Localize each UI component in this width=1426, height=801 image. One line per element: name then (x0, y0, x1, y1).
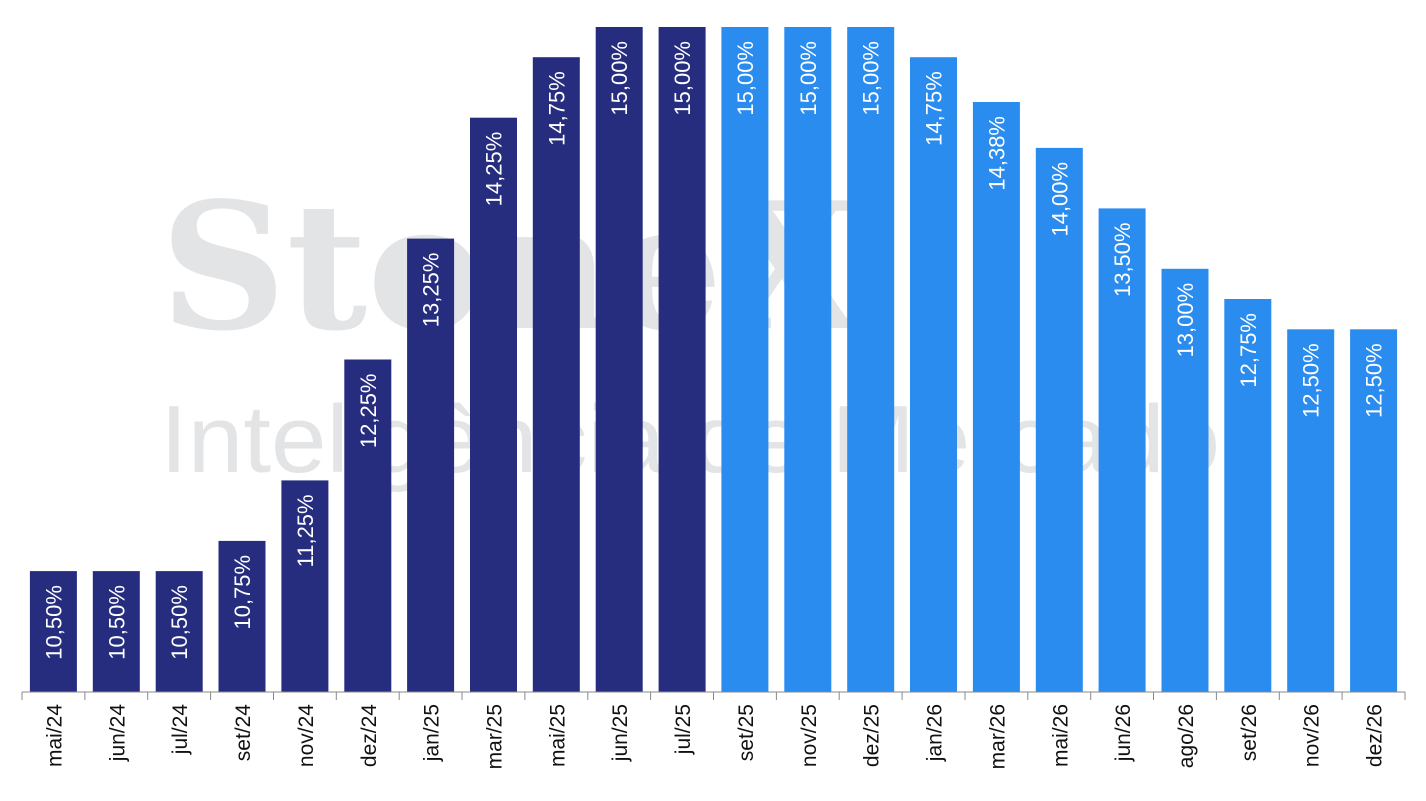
x-ticks-group (21, 692, 1406, 700)
bar-set-25 (721, 27, 769, 692)
bar-value-label: 10,50% (41, 585, 66, 660)
x-tick-label: jun/24 (106, 704, 129, 763)
x-tick-label: dez/24 (358, 704, 381, 767)
bar-value-label: 11,25% (293, 494, 318, 567)
bar-value-label: 12,25% (356, 374, 381, 449)
bars-group (29, 27, 1398, 692)
x-tick-label: nov/26 (1301, 704, 1324, 767)
x-tick-label: mar/25 (484, 704, 507, 769)
bar-mar-26 (972, 102, 1020, 692)
bar-jul-25 (658, 27, 706, 692)
bar-jun-24 (92, 571, 140, 692)
bar-jun-26 (1098, 208, 1146, 692)
bar-dez-25 (847, 27, 895, 692)
bar-set-26 (1224, 299, 1272, 692)
x-tick-label: mar/26 (986, 704, 1009, 769)
x-tick-label: set/24 (232, 704, 255, 762)
bar-value-label: 10,50% (104, 585, 129, 660)
bar-dez-24 (344, 359, 392, 692)
bar-nov-24 (281, 480, 329, 692)
x-tick-label: dez/25 (861, 704, 884, 767)
bar-mai-25 (532, 57, 580, 692)
x-tick-label: nov/25 (798, 704, 821, 767)
bar-value-label: 12,50% (1299, 343, 1324, 418)
x-tick-label: nov/24 (295, 704, 318, 767)
bar-jun-25 (595, 27, 643, 692)
bar-jan-26 (910, 57, 957, 692)
x-tick-label: dez/26 (1364, 704, 1387, 767)
x-tick-label: jan/25 (421, 704, 444, 762)
bar-value-label: 15,00% (607, 41, 632, 116)
bar-value-label: 15,00% (670, 41, 695, 116)
x-tick-label: jul/25 (672, 704, 695, 755)
bar-ago-26 (1161, 268, 1209, 692)
bar-dez-26 (1350, 329, 1398, 692)
x-tick-label: jun/25 (609, 704, 632, 762)
x-tick-label: set/25 (735, 704, 758, 761)
bar-nov-26 (1287, 329, 1335, 692)
x-tick-label: jan/26 (924, 704, 947, 762)
bar-mai-24 (29, 571, 77, 692)
bar-value-label: 12,75% (1236, 313, 1261, 388)
bar-value-label: 15,00% (859, 41, 884, 116)
bar-jan-25 (407, 238, 455, 692)
bar-set-24 (218, 540, 266, 692)
x-tick-label: jul/24 (169, 704, 192, 756)
x-tick-label: mai/25 (546, 704, 569, 767)
x-tick-labels-group: mai/24 jun/24 jul/24 set/24 nov/24 dez/24 jan/… (43, 704, 1386, 770)
value-labels-group: 10,50% 10,50% 10,50% 10,75% 11,25% 12,25% 13,2… (41, 41, 1386, 660)
bar-value-label: 12,50% (1362, 343, 1387, 418)
bar-value-label: 14,00% (1047, 162, 1072, 237)
bar-value-label: 10,50% (167, 585, 192, 660)
bar-value-label: 14,25% (482, 132, 507, 207)
x-tick-label: jun/26 (1112, 704, 1135, 762)
bar-value-label: 14,75% (544, 71, 569, 146)
bar-value-label: 13,50% (1110, 222, 1135, 297)
bar-value-label: 14,75% (922, 71, 947, 146)
bar-value-label: 15,00% (733, 41, 758, 116)
x-tick-label: mai/26 (1049, 704, 1072, 767)
x-tick-label: mai/24 (43, 704, 66, 767)
bar-mar-25 (470, 117, 517, 692)
bar-value-label: 13,25% (419, 253, 444, 328)
x-tick-label: ago/26 (1175, 704, 1198, 768)
bar-nov-25 (784, 27, 832, 692)
bar-value-label: 14,38% (984, 116, 1009, 191)
bar-jul-24 (155, 571, 203, 692)
x-tick-label: set/26 (1238, 704, 1261, 761)
bar-value-label: 13,00% (1173, 283, 1198, 358)
bar-mai-26 (1035, 147, 1083, 692)
bar-value-label: 10,75% (230, 555, 255, 630)
bar-value-label: 15,00% (796, 41, 821, 116)
